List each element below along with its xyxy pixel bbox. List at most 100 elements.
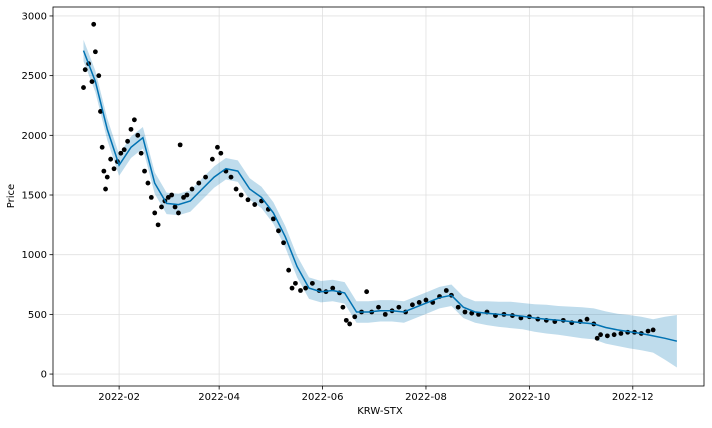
- observation-point: [352, 314, 358, 320]
- observation-point: [108, 156, 114, 162]
- observation-point: [410, 302, 415, 308]
- y-tick-label: 500: [28, 310, 47, 321]
- observation-point: [347, 321, 353, 327]
- forecast-line: [82, 50, 678, 342]
- observation-point: [131, 117, 137, 123]
- x-tick-label: 2022-06: [302, 392, 344, 403]
- observation-point: [376, 304, 381, 310]
- observation-point: [443, 288, 449, 293]
- observation-point: [169, 192, 175, 198]
- x-tick-label: 2022-02: [98, 392, 140, 403]
- observation-point: [128, 126, 134, 132]
- observation-point: [111, 166, 117, 172]
- plot: [81, 21, 678, 368]
- observation-point: [303, 285, 309, 291]
- y-tick-label: 1000: [22, 250, 47, 261]
- observation-point: [184, 192, 190, 198]
- plot-frame: [52, 6, 705, 387]
- grid: [53, 7, 704, 386]
- y-tick-label: 2000: [22, 131, 47, 142]
- observation-point: [245, 197, 251, 203]
- observation-point: [189, 186, 195, 192]
- observation-point: [155, 222, 161, 228]
- y-tick-label: 2500: [22, 71, 47, 82]
- observation-point: [423, 297, 429, 303]
- observation-point: [270, 216, 276, 222]
- axes: 0 500 1000 1500 2000 2500 3000 2022-02 2022-04 20…: [22, 11, 654, 403]
- observation-point: [462, 309, 468, 315]
- y-tick-label: 3000: [22, 11, 47, 22]
- observation-point: [343, 317, 349, 323]
- observation-point: [118, 150, 124, 156]
- observation-point: [152, 210, 158, 216]
- observation-point: [81, 85, 86, 90]
- uncertainty-band: [83, 39, 677, 368]
- observation-point: [650, 327, 656, 333]
- observation-point: [99, 144, 105, 150]
- observation-point: [604, 333, 610, 339]
- observation-point: [135, 132, 141, 138]
- observation-point: [103, 186, 108, 192]
- x-tick-label: 2022-12: [612, 392, 654, 403]
- observation-point: [215, 144, 220, 150]
- observation-point: [233, 186, 239, 192]
- observation-point: [594, 335, 600, 341]
- observation-point: [330, 285, 336, 291]
- observation-point: [89, 79, 95, 85]
- observation-point: [289, 285, 295, 291]
- observation-point: [209, 156, 215, 162]
- observation-point: [181, 194, 186, 200]
- observation-point: [469, 310, 475, 316]
- observation-point: [645, 328, 651, 334]
- observation-point: [293, 280, 298, 286]
- observation-point: [98, 109, 103, 114]
- observation-point: [281, 240, 286, 246]
- observation-point: [138, 150, 144, 156]
- y-tick-label: 0: [41, 370, 47, 381]
- observation-point: [165, 194, 171, 200]
- observation-point: [96, 73, 102, 79]
- observation-point: [228, 174, 234, 180]
- observation-point: [252, 202, 258, 207]
- observation-point: [159, 204, 164, 210]
- observation-point: [584, 316, 590, 322]
- observation-point: [172, 204, 178, 210]
- observation-point: [309, 280, 315, 286]
- x-tick-label: 2022-10: [508, 392, 550, 403]
- x-tick-label: 2022-08: [405, 392, 447, 403]
- x-tick-label: 2022-04: [198, 392, 240, 403]
- observation-point: [101, 168, 107, 174]
- observation-point: [298, 288, 303, 293]
- observation-point: [82, 67, 88, 73]
- y-tick-label: 1500: [22, 191, 47, 202]
- observation-point: [286, 267, 292, 273]
- y-axis-label: Price: [6, 184, 17, 208]
- observation-point: [121, 147, 127, 153]
- observation-point: [91, 21, 97, 27]
- observation-point: [203, 174, 208, 180]
- observation-point: [125, 138, 130, 144]
- observation-point: [340, 304, 346, 310]
- observation-point: [598, 332, 603, 338]
- observation-point: [104, 174, 110, 180]
- observation-point: [177, 142, 183, 148]
- x-axis-label: KRW-STX: [357, 406, 403, 417]
- observation-point: [218, 150, 224, 156]
- observation-point: [142, 168, 147, 174]
- observation-point: [416, 300, 422, 305]
- observation-point: [618, 331, 624, 336]
- observation-point: [364, 289, 370, 295]
- observation-point: [196, 180, 202, 186]
- observation-point: [92, 49, 98, 55]
- observation-point: [455, 304, 461, 310]
- observation-point: [145, 180, 151, 186]
- observation-point: [396, 304, 402, 310]
- observation-point: [148, 194, 154, 200]
- observation-point: [176, 210, 181, 216]
- observation-point: [276, 228, 281, 234]
- observation-point: [611, 332, 617, 338]
- observation-point: [238, 192, 244, 198]
- observation-point: [382, 311, 388, 317]
